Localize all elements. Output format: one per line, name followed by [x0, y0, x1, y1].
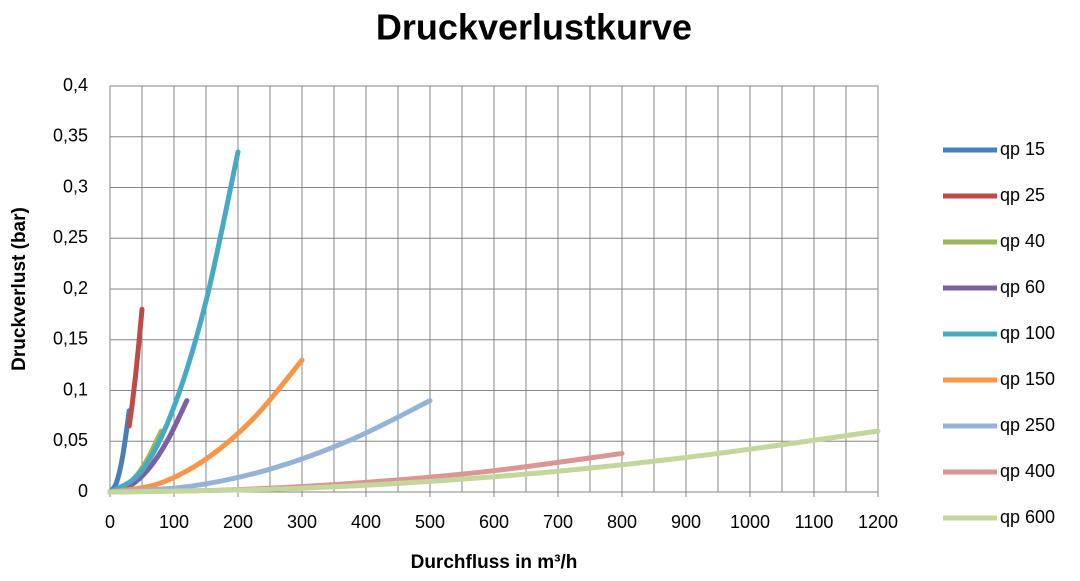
- y-tick-label: 0,25: [53, 227, 88, 247]
- x-tick-label: 400: [351, 512, 381, 532]
- series-line: [107, 408, 132, 495]
- legend-label: qp 60: [1000, 277, 1045, 297]
- y-tick-label: 0,05: [53, 430, 88, 450]
- y-axis-title: Druckverlust (bar): [9, 207, 30, 371]
- x-tick-label: 900: [671, 512, 701, 532]
- x-tick-label: 0: [105, 512, 115, 532]
- legend-label: qp 600: [1000, 507, 1055, 527]
- x-tick-label: 1000: [730, 512, 770, 532]
- y-tick-label: 0,35: [53, 126, 88, 146]
- legend-label: qp 150: [1000, 369, 1055, 389]
- x-tick-label: 500: [415, 512, 445, 532]
- x-tick-label: 700: [543, 512, 573, 532]
- legend-label: qp 100: [1000, 323, 1055, 343]
- y-tick-label: 0,15: [53, 329, 88, 349]
- chart-title: Druckverlustkurve: [376, 7, 692, 48]
- series-line: [126, 306, 145, 429]
- y-tick-label: 0,1: [63, 379, 88, 399]
- x-tick-label: 600: [479, 512, 509, 532]
- legend-label: qp 25: [1000, 185, 1045, 205]
- series-line: [107, 428, 881, 495]
- x-tick-label: 300: [287, 512, 317, 532]
- series-line: [107, 398, 433, 495]
- legend-label: qp 40: [1000, 231, 1045, 251]
- legend-label: qp 250: [1000, 415, 1055, 435]
- x-tick-label: 200: [223, 512, 253, 532]
- plot-border: [109, 85, 879, 493]
- x-tick-label: 1200: [858, 512, 898, 532]
- y-tick-label: 0: [78, 481, 88, 501]
- series-line: [107, 149, 241, 495]
- y-tick-label: 0,4: [63, 75, 88, 95]
- x-tick-label: 1100: [795, 512, 834, 532]
- legend-label: qp 15: [1000, 139, 1045, 159]
- x-tick-label: 800: [607, 512, 637, 532]
- x-tick-label: 100: [159, 512, 189, 532]
- series-line: [107, 357, 305, 495]
- legend-label: qp 400: [1000, 461, 1055, 481]
- y-tick-label: 0,2: [63, 278, 88, 298]
- x-axis-title: Durchfluss in m³/h: [411, 552, 578, 573]
- y-tick-label: 0,3: [63, 176, 88, 196]
